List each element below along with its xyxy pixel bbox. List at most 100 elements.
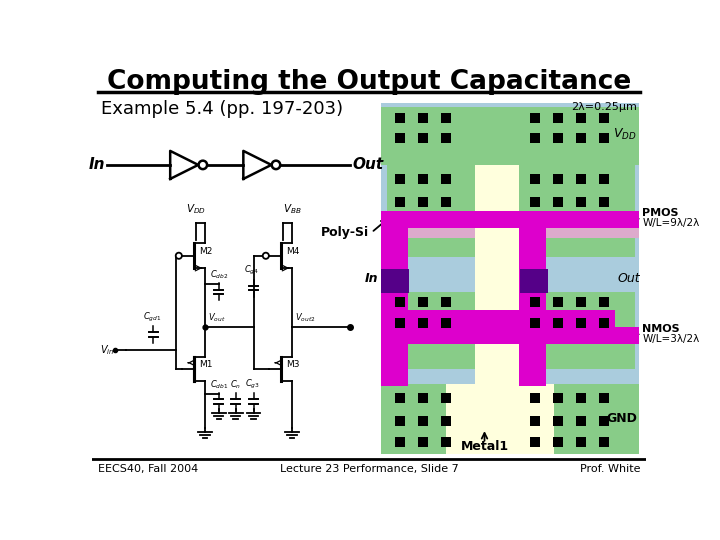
Bar [553,197,563,207]
Bar [381,343,408,386]
Bar [599,133,609,143]
Text: W/L=3λ/2λ: W/L=3λ/2λ [642,334,700,344]
Bar [381,327,639,343]
Bar [418,416,428,426]
Text: $C_n$: $C_n$ [230,378,241,390]
Bar [553,298,563,307]
Circle shape [271,161,280,169]
Bar [553,393,563,403]
Bar [530,112,540,123]
Bar [441,197,451,207]
Bar [441,318,451,328]
Circle shape [176,253,182,259]
Text: M2: M2 [199,247,212,255]
Text: $C_{db1}$: $C_{db1}$ [210,378,228,390]
Bar [553,133,563,143]
Text: Out: Out [352,157,383,172]
Bar [519,228,546,313]
Bar [576,318,586,328]
Bar [530,393,540,403]
Text: $V_{DD}$: $V_{DD}$ [613,126,637,141]
Bar [576,133,586,143]
Bar [599,197,609,207]
Bar [441,174,451,184]
Text: $C_{gd1}$: $C_{gd1}$ [143,310,161,323]
Bar [576,437,586,448]
Bar [395,318,405,328]
Bar [381,107,639,165]
Bar [382,269,409,294]
Bar [576,174,586,184]
Bar [599,416,609,426]
Bar [553,318,563,328]
Bar [520,269,548,294]
Bar [599,393,609,403]
Bar [441,437,451,448]
Text: Prof. White: Prof. White [580,464,640,474]
Bar [395,416,405,426]
Bar [553,174,563,184]
Bar [530,298,540,307]
Bar [395,133,405,143]
Bar [418,174,428,184]
Text: In: In [89,157,106,172]
Bar [418,112,428,123]
Bar [381,211,639,228]
Bar [441,393,451,403]
Text: Poly-Si: Poly-Si [321,226,369,239]
Bar [553,437,563,448]
Bar [395,298,405,307]
Bar [441,298,451,307]
Text: $V_{in}$: $V_{in}$ [99,343,114,356]
Text: 2λ=0.25μm: 2λ=0.25μm [571,102,637,112]
Bar [599,298,609,307]
Bar [576,416,586,426]
Bar [441,416,451,426]
Bar [441,112,451,123]
Text: EECS40, Fall 2004: EECS40, Fall 2004 [98,464,198,474]
Text: $V_{BB}$: $V_{BB}$ [283,202,301,217]
Bar [418,298,428,307]
Text: M4: M4 [286,247,300,255]
Text: W/L=9λ/2λ: W/L=9λ/2λ [642,218,700,228]
Bar [418,197,428,207]
Text: In: In [365,272,378,285]
Text: PMOS: PMOS [642,208,679,218]
Bar [395,437,405,448]
Bar [395,197,405,207]
Text: $V_{out}$: $V_{out}$ [208,311,225,323]
Bar [418,437,428,448]
Bar [576,197,586,207]
Text: NMOS: NMOS [642,324,680,334]
Text: Lecture 23 Performance, Slide 7: Lecture 23 Performance, Slide 7 [279,464,459,474]
Text: $C_{g4}$: $C_{g4}$ [245,264,259,278]
Text: Computing the Output Capacitance: Computing the Output Capacitance [107,69,631,94]
Text: $C_{db2}$: $C_{db2}$ [210,269,228,281]
Text: $V_{DD}$: $V_{DD}$ [186,202,206,217]
Bar [576,393,586,403]
Bar [530,197,540,207]
Bar [381,309,516,327]
Text: Metal1: Metal1 [460,440,508,453]
Circle shape [199,161,207,169]
Bar [395,174,405,184]
Bar [599,437,609,448]
Text: Example 5.4 (pp. 197-203): Example 5.4 (pp. 197-203) [101,100,343,118]
Bar [418,133,428,143]
Text: GND: GND [606,413,637,426]
Bar [441,133,451,143]
Bar [395,393,405,403]
Bar [599,174,609,184]
Bar [481,309,616,327]
Text: M3: M3 [286,360,300,369]
Circle shape [263,253,269,259]
Bar [381,384,639,454]
Bar [475,165,519,384]
Bar [530,437,540,448]
Bar [599,318,609,328]
Bar [519,343,546,386]
Bar [553,112,563,123]
Bar [553,416,563,426]
Text: $V_{out2}$: $V_{out2}$ [295,311,315,323]
Text: M1: M1 [199,360,212,369]
